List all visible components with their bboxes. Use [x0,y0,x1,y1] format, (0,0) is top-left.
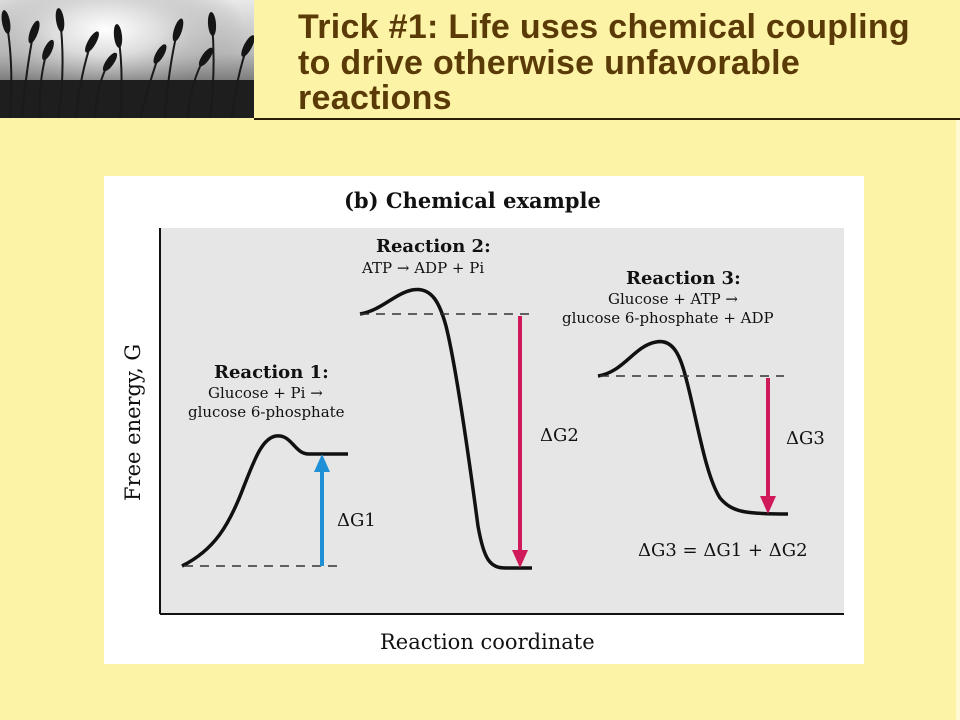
right-edge-stripe [956,120,960,720]
reaction1-curve [181,434,348,568]
x-axis-label: Reaction coordinate [380,630,595,654]
wheat-field-photo [0,0,254,118]
panel-title: (b) Chemical example [344,188,601,213]
deltaG1-arrowhead [314,454,330,472]
reaction1-line2: glucose 6-phosphate [188,403,345,421]
reaction2-curve [359,287,532,570]
y-axis-label: Free energy, G [121,344,145,501]
reaction3-line2: glucose 6-phosphate + ADP [562,309,774,327]
reaction2-heading: Reaction 2: [376,236,491,257]
deltaG2-arrowhead [512,550,528,568]
plot-area [160,228,844,614]
deltaG3-arrowhead [760,496,776,514]
figure-panel: (b) Chemical example Free energy, G Reac… [104,176,864,664]
deltaG3-label: ΔG3 [786,428,825,449]
energy-diagram: (b) Chemical example Free energy, G Reac… [121,188,844,654]
coupling-equation: ΔG3 = ΔG1 + ΔG2 [638,540,808,561]
reaction1-heading: Reaction 1: [214,362,329,383]
reaction2-line1: ATP → ADP + Pi [361,259,484,277]
reaction3-heading: Reaction 3: [626,268,741,289]
reaction3-curve [597,339,789,516]
slide-title: Trick #1: Life uses chemical coupling to… [298,8,910,117]
wheat-field-image [0,0,254,118]
reaction3-line1: Glucose + ATP → [608,290,738,308]
deltaG2-label: ΔG2 [540,425,579,446]
deltaG1-label: ΔG1 [337,510,376,531]
reaction1-line1: Glucose + Pi → [208,384,323,402]
title-divider [254,118,960,120]
